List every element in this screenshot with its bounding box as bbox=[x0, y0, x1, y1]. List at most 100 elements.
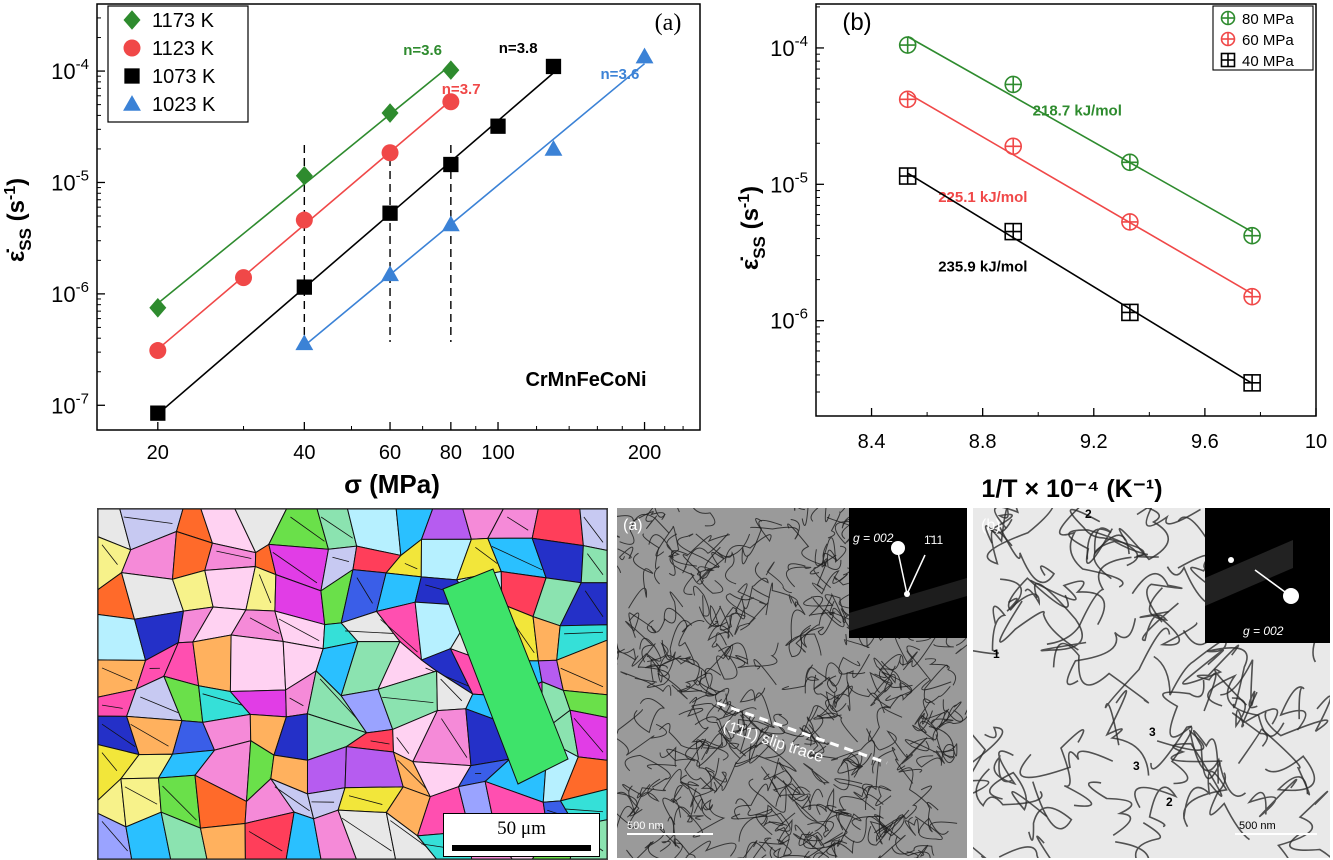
ebsd-twin-boundary bbox=[370, 740, 390, 745]
ebsd-grain bbox=[559, 582, 607, 627]
legend-b: 80 MPa 60 MPa 40 MPa bbox=[1212, 5, 1314, 71]
tem-dislocation bbox=[846, 672, 885, 714]
tem-dislocation bbox=[624, 754, 671, 788]
tem-dislocation bbox=[758, 835, 792, 856]
legend-marker bbox=[1220, 31, 1236, 47]
series-1023-k: n=3.6 bbox=[295, 47, 654, 351]
ebsd-twin-boundary bbox=[583, 516, 604, 543]
tem-dislocation bbox=[719, 606, 746, 631]
tem-dislocation bbox=[769, 846, 782, 858]
y-tick-label-b: 10-4 bbox=[770, 33, 808, 61]
tem-b-beam-stop bbox=[1205, 540, 1293, 606]
tem-dislocation bbox=[986, 508, 1054, 565]
tem-dislocation bbox=[812, 852, 830, 858]
tem-dislocation bbox=[637, 643, 670, 688]
data-point bbox=[490, 118, 506, 134]
tem-dislocation bbox=[812, 592, 845, 628]
activation-energy-label: 225.1 kJ/mol bbox=[938, 189, 1027, 206]
tem-dislocation bbox=[680, 774, 703, 814]
x-tick-label-a: 80 bbox=[440, 442, 462, 464]
tem-dislocation bbox=[1264, 695, 1330, 737]
tem-dislocation bbox=[1006, 588, 1041, 612]
tem-dislocation bbox=[835, 809, 862, 847]
tem-dislocation bbox=[813, 674, 842, 720]
tem-dislocation bbox=[808, 595, 836, 617]
exponent-label: n=3.8 bbox=[499, 40, 538, 57]
ebsd-twin-boundary bbox=[507, 516, 529, 531]
tem-dislocation bbox=[1207, 674, 1285, 737]
tem-dislocation bbox=[803, 831, 855, 854]
ebsd-twin-boundary bbox=[101, 544, 118, 565]
tem-dislocation bbox=[1131, 573, 1183, 623]
tem-dislocation bbox=[867, 785, 892, 807]
tem-dislocation bbox=[712, 757, 728, 794]
ebsd-twin-boundary bbox=[124, 786, 158, 805]
tem-dislocation bbox=[785, 563, 812, 588]
ebsd-twin-boundary bbox=[258, 574, 272, 604]
ebsd-scalebar-box: 50 μm bbox=[443, 813, 600, 857]
tem-dislocation bbox=[833, 759, 863, 791]
tem-dislocation bbox=[923, 664, 951, 704]
exponent-label: n=3.7 bbox=[442, 81, 481, 98]
tem-dislocation bbox=[793, 508, 805, 511]
tem-dislocation bbox=[628, 552, 654, 609]
tem-dislocation bbox=[942, 699, 967, 722]
tem-dislocation bbox=[646, 655, 688, 700]
ebsd-grain bbox=[559, 756, 607, 802]
tem-b-g-vector: g = 002 bbox=[1243, 624, 1284, 638]
tem-dislocation bbox=[1277, 790, 1329, 858]
tem-dislocation bbox=[657, 657, 721, 693]
tem-dislocation bbox=[671, 534, 730, 559]
activation-energy-label: 235.9 kJ/mol bbox=[938, 258, 1027, 275]
tem-dislocation bbox=[693, 585, 710, 617]
ebsd-twin-boundary bbox=[560, 667, 604, 688]
alloy-annotation: CrMnFeCoNi bbox=[525, 369, 646, 391]
ebsd-grains bbox=[98, 509, 607, 859]
data-point bbox=[1004, 137, 1023, 156]
ebsd-grain bbox=[580, 545, 607, 584]
data-point bbox=[296, 279, 312, 295]
tem-dislocation bbox=[659, 723, 707, 750]
tem-a-label: (a) bbox=[623, 517, 643, 534]
y-tick-label-a: 10-5 bbox=[51, 167, 89, 195]
ebsd-twin-boundary bbox=[320, 516, 353, 539]
series-40-mpa: 235.9 kJ/mol bbox=[898, 167, 1261, 392]
tem-dislocation bbox=[824, 811, 849, 844]
fit-line-1073-k bbox=[157, 72, 555, 415]
tem-a-reflection-arrow bbox=[906, 554, 926, 595]
tem-dislocation bbox=[1193, 729, 1222, 784]
tem-dislocation bbox=[685, 733, 723, 762]
tem-dislocation bbox=[810, 508, 831, 523]
data-point bbox=[545, 58, 562, 75]
tem-dislocation bbox=[617, 791, 638, 829]
tem-dislocation bbox=[804, 667, 838, 694]
x-tick-label-a: 40 bbox=[293, 442, 315, 464]
ebsd-twin-boundary bbox=[332, 556, 350, 563]
fit-line-80-mpa bbox=[907, 35, 1253, 233]
ebsd-twin-boundary bbox=[101, 704, 123, 709]
tem-dislocation bbox=[1136, 508, 1201, 527]
series-80-mpa: 218.7 kJ/mol bbox=[898, 35, 1261, 245]
x-tick-label-b: 9.6 bbox=[1191, 431, 1219, 453]
legend-label: 40 MPa bbox=[1242, 53, 1294, 70]
tem-dislocation bbox=[878, 654, 913, 688]
ebsd-twin-boundary bbox=[404, 563, 418, 570]
tem-dislocation bbox=[993, 750, 1017, 786]
ebsd-twin-boundary bbox=[272, 552, 318, 584]
tem-dislocation bbox=[617, 535, 622, 574]
tem-dislocation bbox=[694, 716, 759, 740]
tem-dislocation bbox=[955, 644, 967, 655]
tem-dislocation bbox=[1247, 778, 1298, 818]
tem-dislocation bbox=[1288, 833, 1330, 858]
tem-dislocation bbox=[1105, 690, 1150, 776]
tem-dislocation bbox=[760, 766, 792, 792]
ebsd-grain bbox=[313, 809, 357, 859]
data-point bbox=[635, 47, 654, 64]
tem-dislocation bbox=[679, 781, 714, 811]
ebsd-twin-boundary bbox=[380, 619, 418, 653]
legend-a: 1173 K 1123 K 1073 K 1023 K bbox=[107, 5, 249, 123]
ebsd-twin-boundary bbox=[425, 667, 469, 687]
ebsd-twin-boundary bbox=[249, 617, 280, 634]
tem-dislocation bbox=[617, 511, 665, 522]
data-point bbox=[1243, 374, 1261, 392]
